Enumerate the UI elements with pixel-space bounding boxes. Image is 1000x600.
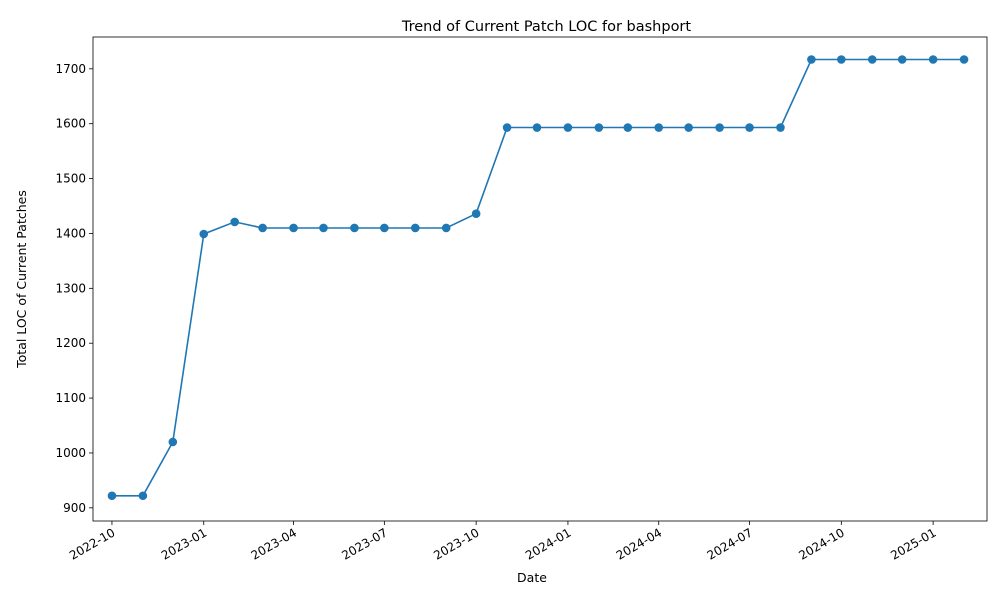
y-tick-label: 1500	[55, 172, 86, 186]
x-tick-label: 2024-01	[523, 525, 573, 562]
y-tick-label: 1100	[55, 391, 86, 405]
data-point	[532, 123, 542, 132]
data-point	[563, 123, 573, 132]
data-point	[684, 123, 693, 132]
plot-area: 900 1000 1100 1200 1300 1400 1500 1600 1700 2022…	[55, 36, 988, 563]
series-points-group	[107, 55, 969, 501]
y-axis: 900 1000 1100 1200 1300 1400 1500 1600 1700	[55, 62, 93, 515]
data-point	[837, 55, 846, 64]
data-point	[654, 123, 664, 132]
x-tick-label: 2023-04	[249, 525, 299, 562]
data-point	[289, 223, 298, 233]
y-tick-label: 1400	[55, 226, 86, 240]
chart-title: Trend of Current Patch LOC for bashport	[401, 19, 692, 35]
data-point	[138, 491, 148, 501]
data-point	[897, 55, 907, 64]
data-point	[715, 123, 724, 132]
data-point	[199, 229, 209, 239]
y-tick-label: 1300	[55, 281, 86, 295]
plot-frame	[92, 36, 988, 522]
data-point	[410, 223, 420, 233]
data-point	[502, 123, 512, 132]
x-tick-label: 2025-01	[888, 525, 938, 562]
data-point	[168, 437, 178, 447]
x-tick-label: 2023-01	[159, 525, 209, 562]
data-point	[230, 217, 239, 227]
x-tick-label: 2024-07	[705, 525, 755, 562]
data-point	[441, 223, 451, 233]
y-tick-label: 900	[63, 501, 86, 515]
y-tick-label: 1000	[55, 446, 86, 460]
data-point	[745, 123, 754, 132]
x-tick-label: 2024-04	[614, 525, 664, 562]
y-axis-title: Total LOC of Current Patches	[14, 190, 29, 369]
x-tick-label: 2022-10	[67, 525, 117, 562]
data-point	[319, 223, 328, 233]
data-point	[959, 55, 969, 64]
x-axis-title: Date	[517, 570, 547, 585]
data-point	[107, 491, 117, 501]
y-tick-label: 1200	[55, 336, 86, 350]
data-point	[380, 223, 389, 233]
data-point	[258, 223, 267, 233]
x-tick-label: 2023-10	[431, 525, 481, 562]
y-tick-label: 1600	[55, 117, 86, 131]
data-point	[623, 123, 633, 132]
y-tick-label: 1700	[55, 62, 86, 76]
data-point	[471, 209, 481, 218]
data-point	[807, 55, 816, 64]
data-point	[928, 55, 938, 64]
x-tick-label: 2024-10	[796, 525, 846, 562]
data-point	[776, 123, 785, 132]
data-point	[594, 123, 604, 132]
data-point	[867, 55, 877, 64]
x-axis: 2022-10 2023-01 2023-04 2023-07 2023-10 2024-…	[67, 521, 939, 563]
x-tick-label: 2023-07	[339, 525, 389, 562]
data-point	[350, 223, 359, 233]
